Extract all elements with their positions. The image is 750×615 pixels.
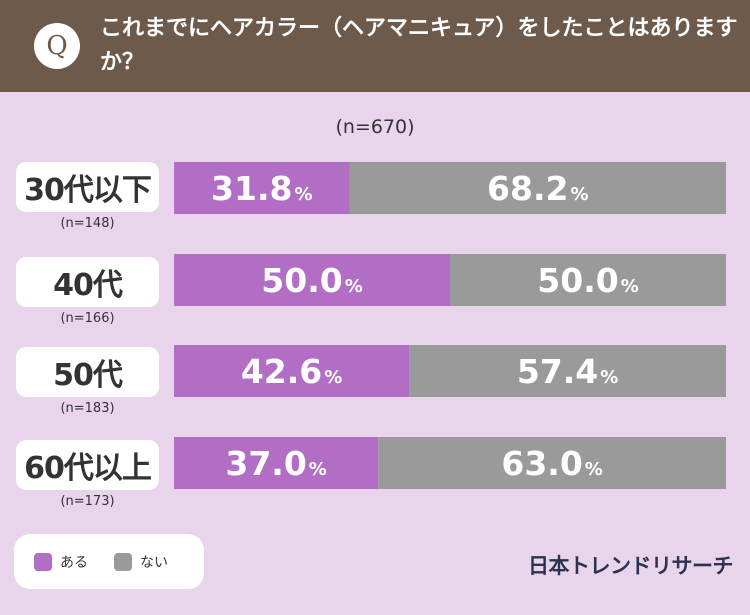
bar-1-3 [378, 437, 726, 489]
bar-0-0 [174, 162, 350, 214]
value-label-1-3: 63.0% [501, 444, 602, 483]
brand-logo-text: 日本トレンドリサーチ [528, 554, 734, 578]
value-label-1-2: 57.4% [517, 352, 618, 391]
question-header: Q これまでにヘアカラー（ヘアマニキュア）をしたことはありますか？ [0, 0, 750, 92]
value-label-1-1: 50.0% [537, 261, 638, 300]
value-label-0-2: 42.6% [241, 352, 342, 391]
q-badge: Q [34, 23, 80, 69]
legend-label-0: ある [60, 554, 88, 571]
bar-0-1 [174, 254, 450, 306]
bar-1-2 [409, 345, 726, 397]
value-label-0-3: 37.0% [225, 444, 326, 483]
legend-item-1: ない [114, 552, 168, 572]
category-label-2: 50代 [16, 347, 159, 397]
category-n-0: (n=148) [60, 216, 115, 231]
legend-label-1: ない [140, 554, 168, 571]
legend: ある ない [14, 534, 204, 589]
bar-1-0 [349, 162, 726, 214]
value-label-0-0: 31.8% [211, 169, 312, 208]
category-n-2: (n=183) [60, 401, 115, 416]
bar-0-3 [174, 437, 379, 489]
legend-swatch-1 [114, 552, 132, 571]
total-sample-size: (n=670) [335, 116, 415, 138]
question-text: これまでにヘアカラー（ヘアマニキュア）をしたことはありますか？ [100, 16, 738, 75]
value-label-0-1: 50.0% [261, 261, 362, 300]
category-label-1: 40代 [16, 257, 159, 307]
category-label-0: 30代以下 [16, 162, 159, 212]
category-n-3: (n=173) [60, 494, 115, 509]
category-label-3: 60代以上 [16, 440, 159, 490]
bar-1-1 [450, 254, 726, 306]
bar-0-2 [174, 345, 410, 397]
legend-item-0: ある [34, 552, 88, 572]
legend-swatch-0 [34, 552, 52, 571]
category-n-1: (n=166) [60, 311, 115, 326]
value-label-1-0: 68.2% [487, 169, 588, 208]
